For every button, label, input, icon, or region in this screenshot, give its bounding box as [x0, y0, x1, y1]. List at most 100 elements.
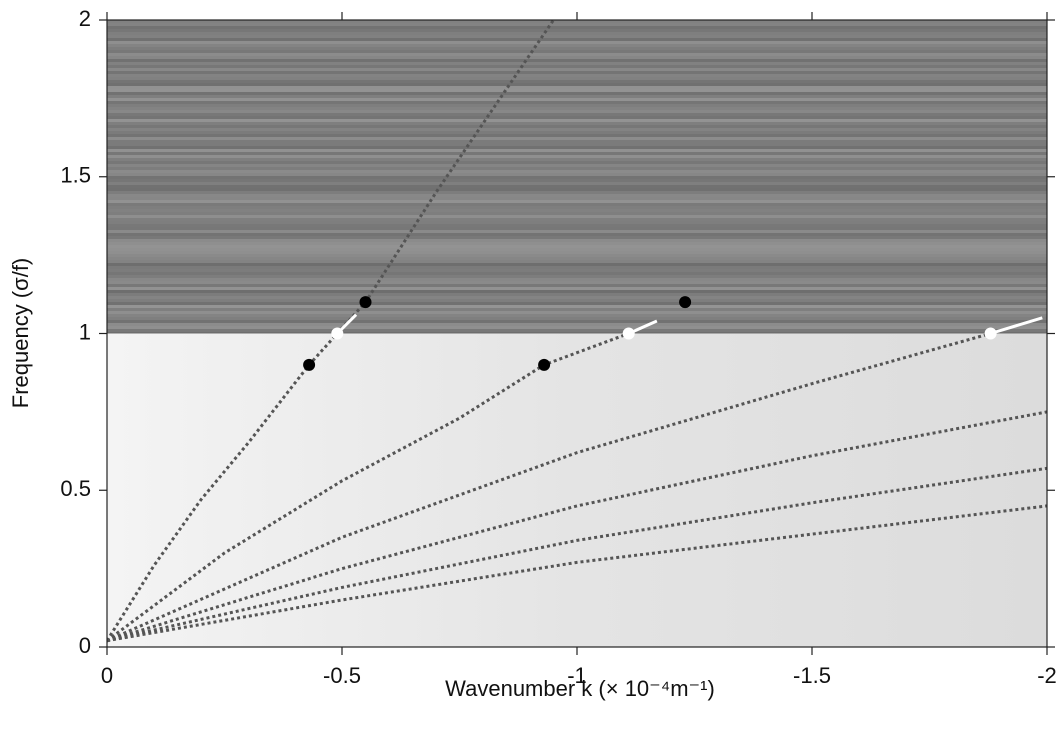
- point: [331, 327, 344, 340]
- y-tick-label: 1.5: [60, 163, 91, 188]
- texture-stripe: [107, 86, 1047, 89]
- texture-stripe: [107, 23, 1047, 26]
- texture-stripe: [107, 272, 1047, 275]
- texture-stripe: [107, 89, 1047, 92]
- texture-stripe: [107, 32, 1047, 35]
- texture-stripe: [107, 293, 1047, 296]
- y-tick-label: 0: [79, 633, 91, 658]
- texture-stripe: [107, 257, 1047, 260]
- texture-stripe: [107, 110, 1047, 113]
- texture-stripe: [107, 242, 1047, 245]
- texture-stripe: [107, 317, 1047, 320]
- texture-stripe: [107, 215, 1047, 218]
- texture-stripe: [107, 116, 1047, 119]
- texture-stripe: [107, 113, 1047, 116]
- texture-stripe: [107, 197, 1047, 200]
- texture-stripe: [107, 299, 1047, 302]
- texture-stripe: [107, 191, 1047, 194]
- texture-stripe: [107, 173, 1047, 176]
- texture-stripe: [107, 80, 1047, 83]
- texture-stripe: [107, 326, 1047, 329]
- texture-stripe: [107, 305, 1047, 308]
- texture-stripe: [107, 29, 1047, 32]
- texture-stripe: [107, 65, 1047, 68]
- texture-stripe: [107, 203, 1047, 206]
- texture-stripe: [107, 119, 1047, 122]
- texture-stripe: [107, 239, 1047, 242]
- texture-stripe: [107, 311, 1047, 314]
- overlay: 0 -0.5 -1 -1.5 -2 0 0.5 1 1.5 2: [60, 6, 1056, 688]
- texture-stripe: [107, 155, 1047, 158]
- texture-stripe: [107, 284, 1047, 287]
- texture-stripe: [107, 62, 1047, 65]
- texture-stripe: [107, 248, 1047, 251]
- texture-stripe: [107, 125, 1047, 128]
- texture-stripe: [107, 152, 1047, 155]
- texture-stripe: [107, 20, 1047, 23]
- texture-stripe: [107, 158, 1047, 161]
- texture-stripe: [107, 209, 1047, 212]
- texture-stripe: [107, 104, 1047, 107]
- texture-stripe: [107, 83, 1047, 86]
- texture-stripe: [107, 263, 1047, 266]
- texture-stripe: [107, 164, 1047, 167]
- texture-stripe: [107, 260, 1047, 263]
- texture-stripe: [107, 281, 1047, 284]
- texture-stripe: [107, 167, 1047, 170]
- mode-curve: [107, 332, 630, 642]
- texture-stripe: [107, 146, 1047, 149]
- point: [622, 327, 635, 340]
- texture-stripe: [107, 59, 1047, 62]
- texture-stripe: [107, 290, 1047, 293]
- texture-stripe: [107, 38, 1047, 41]
- texture-stripe: [107, 95, 1047, 98]
- texture-stripe: [107, 107, 1047, 110]
- texture-stripe: [107, 137, 1047, 140]
- texture-stripe: [107, 329, 1047, 332]
- texture-stripe: [107, 134, 1047, 137]
- mode-curve: [107, 504, 1047, 643]
- y-tick-label: 1: [79, 319, 91, 344]
- x-tick-label: -0.5: [323, 663, 361, 688]
- texture-stripe: [107, 98, 1047, 101]
- texture-stripe: [107, 227, 1047, 230]
- point: [359, 296, 372, 309]
- texture-stripe: [107, 224, 1047, 227]
- point: [538, 358, 551, 371]
- texture-stripe: [107, 200, 1047, 203]
- texture-stripe: [107, 320, 1047, 323]
- texture-stripe: [107, 71, 1047, 74]
- texture-stripe: [107, 287, 1047, 290]
- y-tick-label: 2: [79, 6, 91, 31]
- texture-stripe: [107, 194, 1047, 197]
- texture-stripe: [107, 218, 1047, 221]
- x-axis-label: Wavenumber k (× 10⁻⁴m⁻¹): [445, 676, 715, 701]
- texture-stripe: [107, 140, 1047, 143]
- texture-stripe: [107, 308, 1047, 311]
- texture-stripe: [107, 149, 1047, 152]
- region: [107, 333, 1047, 647]
- texture-stripe: [107, 128, 1047, 131]
- texture-stripe: [107, 254, 1047, 257]
- texture-stripe: [107, 302, 1047, 305]
- x-tick-label: -1: [567, 663, 587, 688]
- texture-stripe: [107, 41, 1047, 44]
- texture-stripe: [107, 185, 1047, 188]
- texture-stripe: [107, 266, 1047, 269]
- y-axis-label: Frequency (σ/f): [8, 258, 33, 409]
- texture-stripe: [107, 212, 1047, 215]
- mode-curve: [107, 466, 1047, 643]
- texture-stripe: [107, 176, 1047, 179]
- texture-stripe: [107, 323, 1047, 326]
- texture-stripe: [107, 245, 1047, 248]
- texture-stripe: [107, 68, 1047, 71]
- texture-stripe: [107, 296, 1047, 299]
- texture-stripe: [107, 188, 1047, 191]
- texture-stripe: [107, 170, 1047, 173]
- texture-stripe: [107, 314, 1047, 317]
- texture-stripe: [107, 131, 1047, 134]
- texture-stripe: [107, 179, 1047, 182]
- texture-stripe: [107, 206, 1047, 209]
- x-tick-label: -1.5: [793, 663, 831, 688]
- point: [303, 358, 316, 371]
